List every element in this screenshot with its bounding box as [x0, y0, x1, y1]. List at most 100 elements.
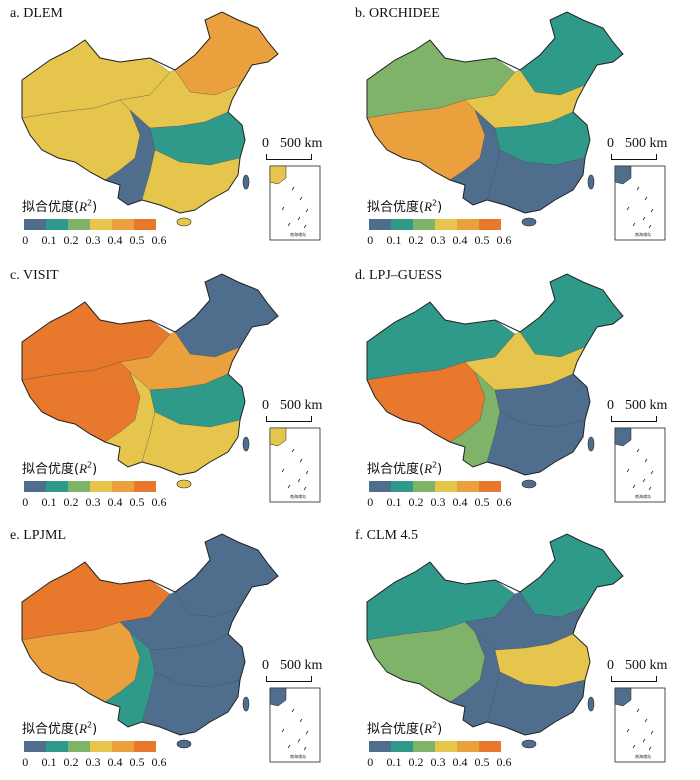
legend-swatch-3: [90, 481, 112, 492]
legend-color-ramp: [369, 219, 501, 230]
legend: 拟合优度(R2) 0 0.1 0.2 0.3 0.4 0.5 0.6: [367, 718, 512, 771]
national-border: [21, 533, 279, 736]
legend-swatch-2: [413, 219, 435, 230]
legend-tick-label: 0.6: [151, 495, 167, 509]
legend-swatch-5: [479, 741, 501, 752]
legend-swatch-4: [457, 741, 479, 752]
region-ne: [519, 273, 624, 358]
legend-tick-label: 0.6: [151, 755, 167, 769]
scale-label-length: 500 km: [280, 658, 323, 673]
scale-bar-line: [611, 154, 657, 160]
china-map: 南海诸岛: [366, 11, 666, 241]
inset-label: 南海诸岛: [290, 231, 306, 237]
legend-swatch-5: [479, 219, 501, 230]
legend-title: 拟合优度(R2): [367, 460, 443, 477]
legend-ticks: 0 0.1 0.2 0.3 0.4 0.5 0.6: [367, 755, 511, 771]
china-map: 南海诸岛: [21, 533, 321, 763]
legend-swatch-4: [112, 219, 134, 230]
legend-tick-label: 0.5: [129, 755, 145, 769]
scale-label-length: 500 km: [625, 658, 668, 673]
scale-label-zero: 0: [262, 658, 269, 673]
legend-tick-label: 0.2: [63, 233, 79, 247]
legend-title: 拟合优度(R2): [367, 720, 443, 737]
legend-swatch-5: [479, 481, 501, 492]
legend-swatch-4: [457, 481, 479, 492]
taiwan-island: [587, 174, 595, 190]
legend: 拟合优度(R2) 0 0.1 0.2 0.3 0.4 0.5 0.6: [22, 196, 167, 249]
legend-swatch-3: [90, 741, 112, 752]
taiwan-island: [242, 436, 250, 452]
legend-swatch-2: [68, 481, 90, 492]
national-border: [21, 273, 279, 476]
legend-swatch-3: [435, 219, 457, 230]
region-ne: [174, 11, 279, 96]
legend-swatch-5: [134, 219, 156, 230]
legend-swatch-3: [90, 219, 112, 230]
legend-tick-label: 0.2: [408, 755, 424, 769]
legend-tick-label: 0.2: [63, 755, 79, 769]
legend-swatch-0: [369, 481, 391, 492]
south-china-sea-inset: 南海诸岛: [269, 165, 321, 241]
panel-title: e. LPJML: [10, 528, 66, 543]
legend-ticks: 0 0.1 0.2 0.3 0.4 0.5 0.6: [22, 233, 166, 249]
china-map: 南海诸岛: [21, 273, 321, 503]
hainan-island: [176, 479, 192, 489]
panel-title: d. LPJ–GUESS: [355, 268, 443, 283]
legend-tick-label: 0.4: [107, 495, 123, 509]
legend-swatch-2: [68, 219, 90, 230]
panel-title: f. CLM 4.5: [355, 528, 418, 543]
legend-title: 拟合优度(R2): [367, 198, 443, 215]
panel-title: c. VISIT: [10, 268, 59, 283]
scale-label-zero: 0: [607, 398, 614, 413]
inset-label: 南海诸岛: [635, 493, 651, 499]
legend: 拟合优度(R2) 0 0.1 0.2 0.3 0.4 0.5 0.6: [22, 718, 167, 771]
legend-swatch-2: [68, 741, 90, 752]
legend-ticks: 0 0.1 0.2 0.3 0.4 0.5 0.6: [22, 495, 166, 511]
scale-label-length: 500 km: [625, 398, 668, 413]
legend-swatch-3: [435, 741, 457, 752]
legend-swatch-1: [46, 219, 68, 230]
legend-tick-label: 0.1: [386, 495, 402, 509]
legend-swatch-5: [134, 481, 156, 492]
region-ne: [174, 533, 279, 618]
legend-tick-label: 0.5: [129, 495, 145, 509]
south-china-sea-inset: 南海诸岛: [614, 687, 666, 763]
scale-bar-line: [266, 154, 312, 160]
legend-swatch-1: [391, 741, 413, 752]
legend-tick-label: 0.6: [496, 755, 512, 769]
panel-title: b. ORCHIDEE: [355, 6, 440, 21]
scale-label-zero: 0: [262, 136, 269, 151]
legend-swatch-0: [369, 741, 391, 752]
region-ne: [519, 11, 624, 96]
legend-tick-label: 0.3: [85, 233, 101, 247]
legend-swatch-0: [24, 219, 46, 230]
legend-tick-label: 0.2: [408, 495, 424, 509]
legend-tick-label: 0.5: [474, 233, 490, 247]
scale-label-zero: 0: [607, 136, 614, 151]
national-border: [366, 11, 624, 214]
legend-swatch-5: [134, 741, 156, 752]
legend-swatch-1: [391, 219, 413, 230]
legend-title: 拟合优度(R2): [22, 720, 98, 737]
legend-tick-label: 0.6: [496, 233, 512, 247]
map-panel-d: 南海诸岛 d. LPJ–GUESS 0 500 km 拟合优度(R2) 0 0.1 0.2 0.…: [345, 262, 690, 518]
legend-tick-label: 0.3: [85, 495, 101, 509]
legend-tick-label: 0.4: [452, 755, 468, 769]
legend: 拟合优度(R2) 0 0.1 0.2 0.3 0.4 0.5 0.6: [367, 458, 512, 511]
legend-ticks: 0 0.1 0.2 0.3 0.4 0.5 0.6: [367, 495, 511, 511]
scale-label-length: 500 km: [280, 398, 323, 413]
legend-color-ramp: [24, 481, 156, 492]
legend-tick-label: 0.3: [430, 755, 446, 769]
legend: 拟合优度(R2) 0 0.1 0.2 0.3 0.4 0.5 0.6: [22, 458, 167, 511]
south-china-sea-inset: 南海诸岛: [614, 165, 666, 241]
legend-tick-label: 0: [22, 495, 29, 509]
scale-bar-line: [611, 676, 657, 682]
scale-label-zero: 0: [607, 658, 614, 673]
legend-tick-label: 0.4: [107, 233, 123, 247]
legend-swatch-2: [413, 741, 435, 752]
taiwan-island: [242, 696, 250, 712]
legend-swatch-2: [413, 481, 435, 492]
legend-color-ramp: [24, 219, 156, 230]
legend-tick-label: 0.3: [430, 495, 446, 509]
